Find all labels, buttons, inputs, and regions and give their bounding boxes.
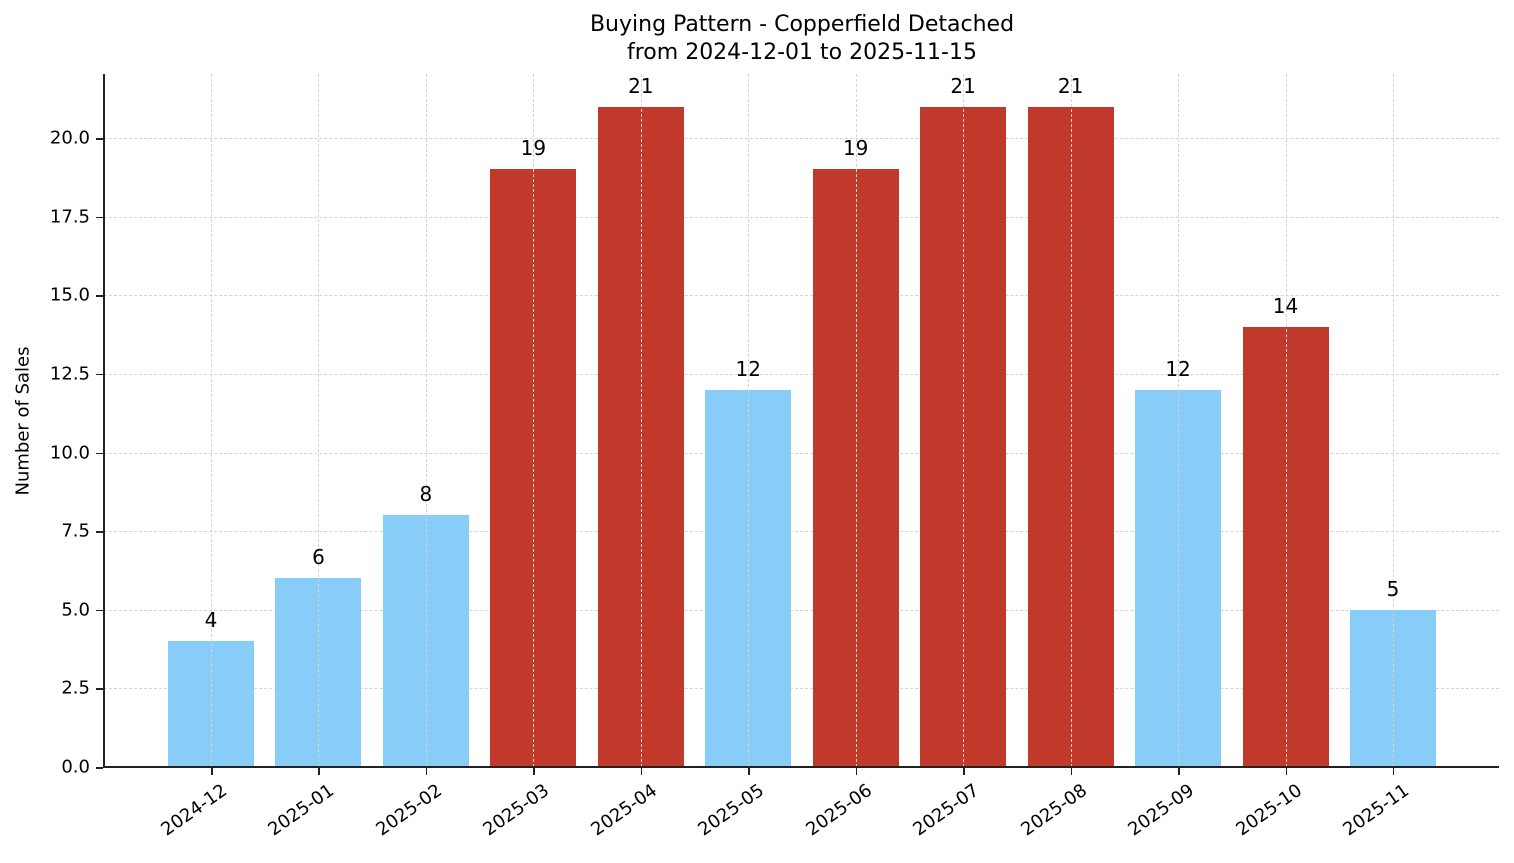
- v-gridline: [1392, 74, 1394, 767]
- v-gridline: [748, 74, 750, 767]
- v-gridline: [318, 74, 320, 767]
- y-tick: [96, 531, 103, 533]
- y-tick-label: 5.0: [61, 599, 90, 621]
- h-gridline: [104, 609, 1499, 611]
- bar-value-label: 19: [520, 136, 547, 161]
- x-tick-label: 2025-02: [372, 780, 446, 841]
- x-tick: [533, 768, 535, 775]
- y-tick: [96, 609, 103, 612]
- x-tick: [1392, 768, 1395, 775]
- y-tick-label: 10.0: [49, 442, 90, 463]
- x-tick-label: 2025-04: [587, 780, 661, 841]
- h-gridline: [104, 452, 1499, 454]
- x-tick: [1070, 768, 1073, 775]
- bar-value-label: 5: [1386, 576, 1400, 601]
- bar-value-label: 4: [204, 608, 218, 633]
- v-gridline: [963, 74, 965, 767]
- bar-value-label: 21: [1057, 73, 1084, 98]
- x-tick-label: 2025-10: [1231, 780, 1306, 841]
- x-tick: [425, 768, 428, 775]
- bar-value-label: 21: [628, 73, 654, 98]
- x-tick: [640, 768, 643, 775]
- v-gridline: [640, 74, 642, 767]
- chart-subtitle: from 2024-12-01 to 2025-11-15: [627, 40, 977, 65]
- v-gridline: [855, 74, 857, 767]
- chart-title: Buying Pattern - Copperfield Detached: [589, 12, 1015, 37]
- x-tick: [963, 768, 965, 775]
- v-gridline: [1178, 74, 1180, 767]
- y-tick: [96, 767, 103, 769]
- y-tick-label: 2.5: [61, 677, 90, 699]
- h-gridline: [104, 138, 1499, 139]
- bar-value-label: 6: [312, 545, 325, 570]
- bar-value-label: 19: [842, 136, 869, 161]
- x-tick-label: 2025-07: [909, 780, 984, 841]
- h-gridline: [104, 295, 1499, 297]
- x-tick-label: 2025-11: [1339, 780, 1413, 841]
- y-tick-label: 12.5: [49, 363, 90, 385]
- h-gridline: [104, 216, 1499, 218]
- x-tick: [211, 768, 213, 775]
- bar-value-label: 14: [1272, 293, 1299, 318]
- y-tick: [96, 216, 103, 219]
- x-tick-label: 2025-01: [264, 780, 339, 841]
- x-tick-label: 2024-12: [157, 780, 232, 841]
- x-tick: [318, 768, 320, 775]
- v-gridline: [533, 74, 535, 767]
- x-tick-label: 2025-09: [1124, 780, 1199, 841]
- bar-value-label: 12: [1165, 356, 1191, 381]
- x-tick: [855, 768, 858, 775]
- bar-value-label: 21: [950, 73, 976, 98]
- x-tick: [748, 768, 750, 775]
- h-gridline: [104, 531, 1499, 533]
- bar-value-label: 8: [419, 482, 433, 507]
- y-tick-label: 17.5: [49, 206, 90, 228]
- h-gridline: [104, 688, 1499, 690]
- y-tick-label: 15.0: [49, 284, 90, 306]
- h-gridline: [104, 373, 1499, 375]
- x-tick-label: 2025-06: [802, 780, 876, 841]
- x-tick-label: 2025-05: [694, 780, 769, 841]
- v-gridline: [1070, 74, 1072, 767]
- bar-value-label: 12: [735, 356, 761, 381]
- y-tick: [96, 688, 103, 690]
- y-tick-label: 7.5: [61, 520, 90, 542]
- y-tick-label: 20.0: [49, 127, 90, 149]
- y-tick: [96, 452, 103, 454]
- y-axis: [103, 74, 105, 768]
- x-tick-label: 2025-03: [479, 780, 554, 841]
- x-tick: [1178, 768, 1180, 775]
- x-tick: [1285, 768, 1287, 775]
- y-tick: [96, 295, 103, 297]
- v-gridline: [211, 74, 212, 767]
- y-tick: [96, 138, 103, 140]
- y-tick-label: 0.0: [61, 756, 90, 778]
- v-gridline: [425, 74, 427, 767]
- y-axis-label: Number of Sales: [12, 346, 34, 496]
- y-tick: [96, 373, 103, 376]
- x-tick-label: 2025-08: [1016, 780, 1091, 841]
- x-axis: [103, 766, 1499, 768]
- v-gridline: [1285, 74, 1287, 767]
